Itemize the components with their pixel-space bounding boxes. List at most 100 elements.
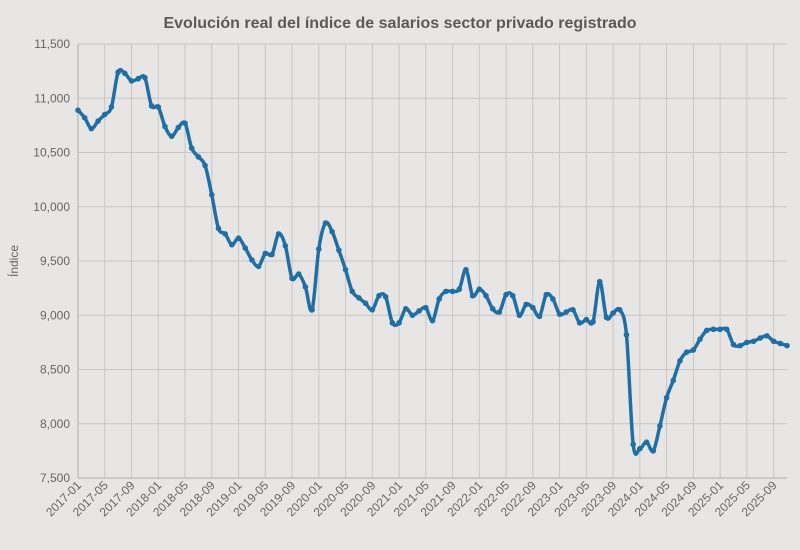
data-point: [75, 107, 81, 113]
data-point: [208, 192, 215, 198]
data-point: [429, 317, 436, 324]
data-point: [730, 341, 737, 348]
data-point: [663, 394, 670, 401]
data-point: [643, 439, 650, 445]
data-point: [409, 312, 416, 319]
data-point: [168, 133, 175, 140]
data-point: [503, 291, 509, 298]
y-tick-label: 9,000: [40, 308, 70, 322]
data-point: [456, 286, 463, 293]
data-point: [630, 441, 636, 448]
data-point: [690, 347, 697, 353]
data-point: [302, 284, 309, 290]
data-point: [269, 251, 275, 258]
data-point: [369, 307, 376, 313]
axes: [77, 44, 787, 479]
data-point: [202, 162, 208, 169]
data-point: [764, 333, 770, 339]
x-gridlines: [77, 44, 775, 478]
data-point: [770, 338, 777, 345]
data-point: [115, 69, 121, 76]
data-point: [536, 313, 543, 320]
data-point: [215, 225, 222, 232]
data-point: [142, 74, 148, 81]
data-point: [476, 286, 483, 293]
data-point: [516, 312, 523, 319]
data-point: [443, 288, 449, 295]
data-point: [342, 266, 349, 273]
data-point: [717, 326, 723, 333]
data-point: [610, 310, 616, 316]
data-point: [195, 154, 202, 160]
chart-title: Evolución real del índice de salarios se…: [163, 15, 636, 32]
data-point: [81, 114, 88, 121]
x-tick-labels: 2017-012017-052017-092018-012018-052018-…: [43, 478, 780, 519]
data-point: [322, 220, 329, 226]
data-point: [396, 320, 402, 326]
data-point: [222, 231, 228, 237]
data-point: [750, 338, 757, 345]
data-point: [483, 292, 489, 299]
data-point: [784, 342, 790, 349]
series-line: [76, 67, 789, 456]
data-point: [657, 423, 663, 429]
data-point: [683, 349, 690, 355]
data-point: [249, 257, 255, 263]
data-point: [349, 288, 356, 295]
data-point: [128, 78, 135, 84]
data-point: [282, 243, 289, 249]
data-point: [436, 296, 442, 302]
data-point: [389, 320, 396, 326]
data-point: [616, 307, 623, 313]
data-point: [590, 318, 596, 325]
data-point: [255, 263, 262, 270]
data-point: [489, 305, 496, 312]
data-point: [757, 335, 764, 341]
data-point: [423, 304, 429, 311]
data-point: [362, 300, 369, 307]
y-tick-label: 8,500: [40, 363, 70, 377]
data-point: [509, 292, 516, 299]
data-point: [530, 304, 536, 311]
data-point: [289, 275, 295, 282]
data-point: [229, 241, 235, 248]
data-point: [182, 120, 188, 127]
data-point: [416, 308, 422, 314]
data-point: [710, 326, 717, 333]
data-point: [122, 70, 128, 77]
data-point: [570, 307, 576, 313]
data-point: [402, 305, 409, 312]
data-point: [295, 271, 302, 277]
y-tick-label: 9,500: [40, 254, 70, 268]
y-tick-label: 7,500: [40, 471, 70, 485]
data-point: [95, 118, 101, 124]
data-point: [135, 75, 141, 82]
y-tick-label: 10,000: [33, 200, 70, 214]
data-point: [356, 295, 362, 301]
data-point: [162, 123, 168, 130]
data-point: [101, 111, 108, 118]
data-point: [550, 296, 556, 302]
y-tick-label: 11,500: [34, 37, 70, 51]
data-point: [724, 326, 730, 333]
data-point: [556, 311, 563, 317]
data-point: [596, 278, 603, 285]
data-point: [262, 250, 269, 257]
data-point: [315, 246, 322, 252]
data-point: [677, 358, 683, 364]
data-point: [737, 342, 743, 349]
data-point: [563, 309, 570, 315]
y-axis-label: Índice: [6, 245, 21, 277]
y-tick-label: 11,000: [34, 91, 70, 105]
data-point: [309, 307, 315, 313]
data-point: [88, 125, 95, 132]
data-point: [703, 327, 710, 334]
data-point: [463, 266, 469, 273]
data-point: [376, 292, 382, 299]
data-point: [496, 309, 503, 315]
y-tick-labels: 7,500 8,000 8,500 9,000 9,500 10,000 10,500 11,…: [33, 37, 70, 485]
data-point: [108, 104, 115, 110]
data-point: [275, 231, 282, 237]
data-point: [543, 291, 550, 298]
